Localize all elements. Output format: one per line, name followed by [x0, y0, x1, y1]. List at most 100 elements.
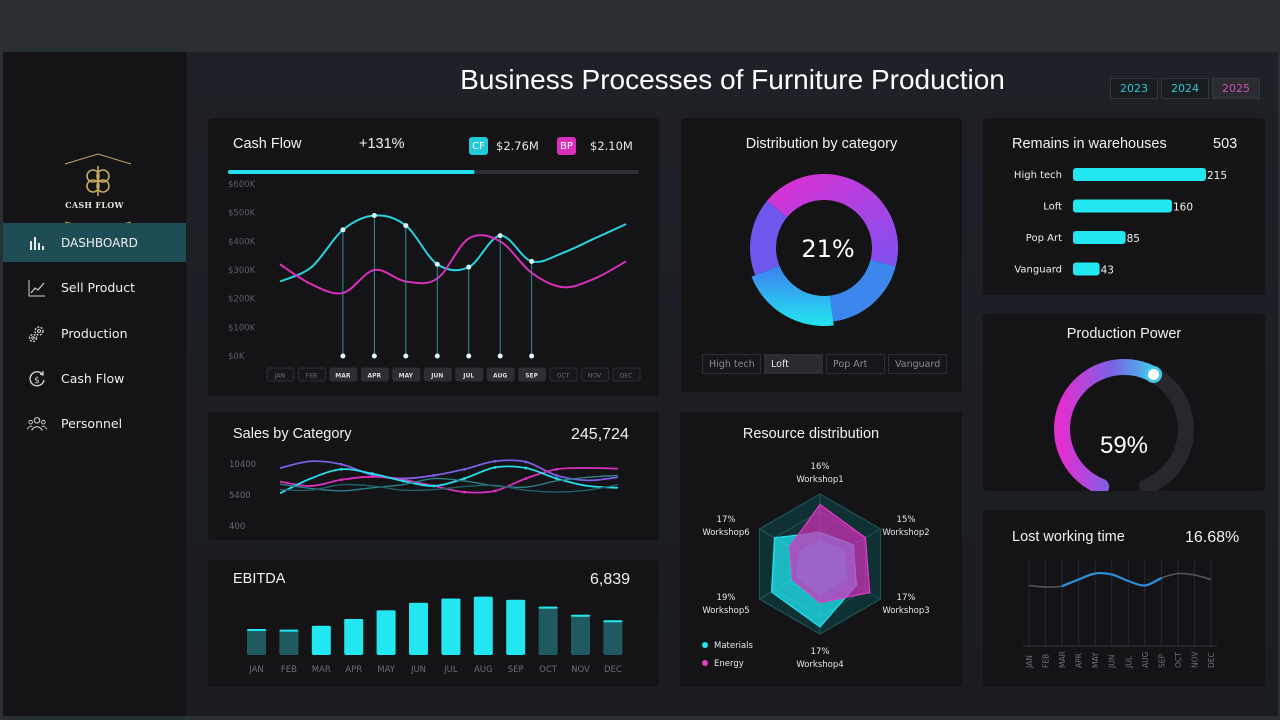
sales-total: 245,724	[571, 426, 629, 443]
bp-series-line	[279, 234, 627, 295]
remains-bar	[1073, 199, 1172, 213]
lost-x-label: NOV	[1190, 651, 1199, 668]
remains-label: High tech	[1014, 170, 1062, 181]
y-tick-label: $200K	[228, 295, 256, 305]
ebitda-bar	[376, 610, 396, 655]
nav-sell-product[interactable]: Sell Product	[3, 268, 186, 307]
lost-x-label: OCT	[1174, 652, 1183, 668]
month-filter-label: APR	[368, 373, 382, 380]
month-filter-apr	[360, 367, 389, 382]
year-2024-button[interactable]: 2024	[1161, 78, 1209, 99]
radar-axis-name: Workshop5	[702, 606, 749, 616]
lost-x-label: MAY	[1091, 652, 1100, 668]
radar-series-energy	[789, 503, 871, 604]
radar-axis-name: Workshop2	[882, 528, 929, 538]
sales-point	[340, 467, 343, 471]
ebitda-bar-cap	[571, 614, 590, 617]
sales-y-tick: 400	[229, 522, 245, 532]
lost-x-label: AUG	[1141, 651, 1150, 668]
lost-line-base	[1028, 572, 1212, 588]
logo-text: CASH FLOW	[65, 200, 124, 210]
ebitda-x-label: JAN	[248, 665, 264, 675]
nav-cash-flow[interactable]: $ Cash Flow	[3, 359, 186, 398]
sales-point	[524, 460, 528, 464]
nav-production[interactable]: Production	[3, 314, 186, 353]
ebitda-bar	[571, 614, 590, 655]
year-selector: 2023 2024 2025	[1110, 78, 1260, 99]
ebitda-bar-cap	[344, 619, 364, 622]
nav-dashboard[interactable]: DASHBOARD	[3, 223, 186, 262]
radar-axis-pct: 17%	[897, 593, 916, 603]
sidebar: CASH FLOW DASHBOARD Sell Product Product…	[3, 52, 186, 716]
dollar-cycle-icon: $	[27, 369, 47, 389]
remains-bar	[1073, 262, 1100, 276]
month-filter-label: JUN	[430, 373, 443, 380]
ebitda-bar	[344, 619, 364, 655]
cf-point	[371, 213, 377, 219]
resource-radar: 16% Workshop1 15% Workshop2 17% Workshop3 17% W…	[702, 462, 930, 670]
ebitda-bar-cap	[473, 596, 493, 599]
sales-point	[462, 477, 466, 480]
donut-slice-high-tech	[766, 173, 898, 267]
cf-point	[497, 233, 503, 239]
ebitda-x-label: DEC	[604, 665, 622, 675]
nav-production-label: Production	[61, 326, 128, 341]
svg-text:$: $	[34, 376, 40, 386]
ebitda-bar-cap	[441, 598, 461, 601]
cf-point	[403, 223, 409, 229]
sales-point	[340, 462, 343, 466]
tab-pop-art[interactable]: Pop Art	[826, 354, 885, 374]
month-filter-label: SEP	[525, 373, 538, 380]
tab-loft[interactable]: Loft	[764, 354, 823, 374]
month-filter-aug	[486, 367, 515, 382]
sales-point	[432, 484, 436, 488]
nav-dashboard-label: DASHBOARD	[61, 235, 138, 250]
ebitda-bar	[506, 599, 526, 655]
remains-chart: High tech 215 Loft 160 Pop Art 85 Vanguard 43	[1014, 168, 1227, 277]
lost-x-label: JAN	[1025, 655, 1034, 669]
bp-badge: BP	[557, 137, 576, 155]
month-filter-may	[392, 367, 421, 382]
ebitda-bar	[247, 628, 266, 655]
sales-point	[340, 478, 343, 482]
production-power-value: 59%	[1099, 432, 1149, 459]
radar-axis-pct: 17%	[717, 515, 736, 525]
y-tick-label: $0K	[228, 352, 245, 362]
sales-point	[493, 466, 497, 469]
tab-high-tech[interactable]: High tech	[702, 354, 761, 374]
cash-flow-progress-fill	[228, 170, 475, 174]
year-2025-button[interactable]: 2025	[1212, 78, 1260, 99]
cf-series-line	[279, 214, 627, 283]
month-filter-oct	[549, 367, 578, 382]
month-filter-label: MAY	[399, 373, 414, 380]
year-2023-button[interactable]: 2023	[1110, 78, 1158, 99]
gauge-knob	[1145, 366, 1163, 384]
month-filter-sep	[518, 367, 547, 382]
nav-personnel[interactable]: Personnel	[3, 404, 186, 443]
sales-series-line	[279, 459, 619, 482]
month-filter-nov	[581, 367, 610, 382]
radar-axis-pct: 17%	[811, 647, 830, 657]
cash-flow-chart: $600K $500K $400K $300K $200K $100K $0K JAN FEB M…	[228, 170, 641, 382]
cf-point	[529, 258, 535, 264]
month-filter-label: DEC	[620, 373, 633, 380]
sales-point	[555, 467, 558, 471]
ebitda-bar-cap	[311, 625, 331, 628]
sales-point	[524, 466, 528, 470]
donut-slice-pop-art	[750, 200, 788, 276]
lost-x-label: JUN	[1108, 655, 1117, 669]
ebitda-bar	[441, 598, 461, 655]
sales-point	[555, 477, 558, 480]
bar-chart-icon	[27, 233, 47, 253]
ebitda-title: EBITDA	[233, 571, 286, 587]
month-filter-mar	[329, 367, 358, 382]
cf-legend: CF $2.76M	[469, 137, 539, 155]
lost-time-value: 16.68%	[1185, 529, 1240, 546]
radar-axis-name: Workshop6	[702, 528, 749, 538]
remains-value: 43	[1101, 265, 1114, 277]
tab-vanguard[interactable]: Vanguard	[888, 354, 947, 374]
y-tick-label: $600K	[228, 180, 256, 190]
radar-axis-name: Workshop1	[796, 475, 843, 485]
legend-energy-dot	[702, 660, 708, 666]
ebitda-bar-cap	[603, 620, 623, 623]
